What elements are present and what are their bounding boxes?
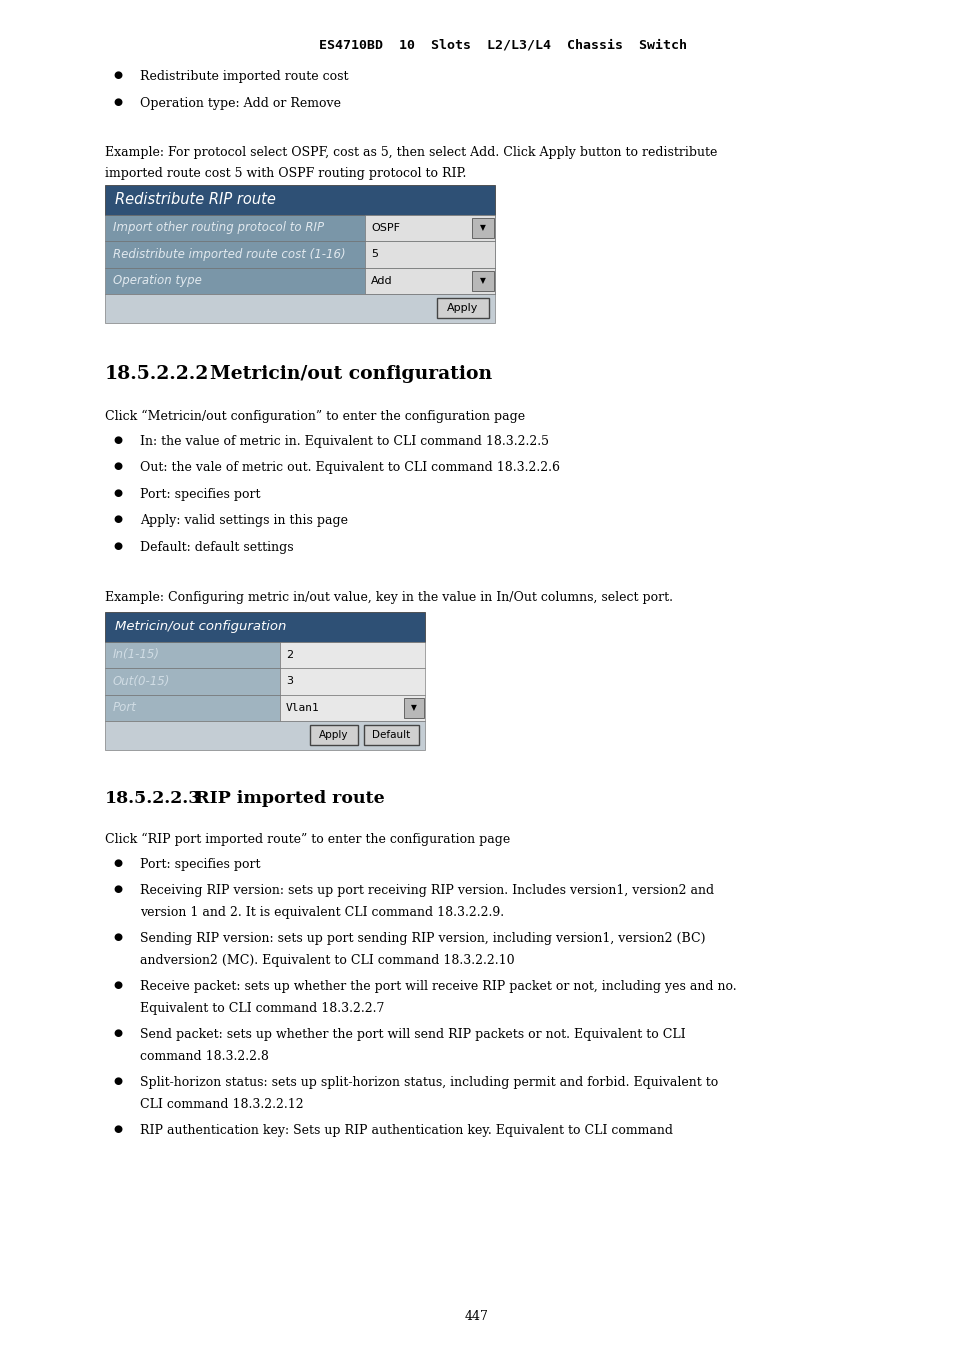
Bar: [472, 270, 494, 290]
Text: Operation type: Operation type: [112, 274, 202, 288]
Text: Example: Configuring metric in/out value, key in the value in In/Out columns, se: Example: Configuring metric in/out value…: [105, 590, 672, 604]
Bar: [310, 725, 357, 746]
Text: Vlan1: Vlan1: [286, 703, 319, 713]
Text: RIP authentication key: Sets up RIP authentication key. Equivalent to CLI comman: RIP authentication key: Sets up RIP auth…: [140, 1124, 672, 1138]
Text: ▼: ▼: [479, 276, 485, 285]
Text: Send packet: sets up whether the port will send RIP packets or not. Equivalent t: Send packet: sets up whether the port wi…: [140, 1028, 685, 1042]
Text: ●: ●: [112, 858, 122, 867]
Text: ●: ●: [112, 97, 122, 107]
Bar: [105, 721, 424, 750]
Text: 18.5.2.2.2: 18.5.2.2.2: [105, 365, 209, 382]
Bar: [365, 267, 495, 295]
Text: Receive packet: sets up whether the port will receive RIP packet or not, includi: Receive packet: sets up whether the port…: [140, 979, 736, 993]
Text: 2: 2: [286, 650, 293, 659]
Text: ●: ●: [112, 70, 122, 80]
Text: Metricin/out configuration: Metricin/out configuration: [210, 365, 492, 382]
Text: Add: Add: [371, 276, 393, 286]
Text: Apply: Apply: [319, 731, 349, 740]
Bar: [280, 667, 424, 694]
Text: ●: ●: [112, 488, 122, 497]
Text: Port: specifies port: Port: specifies port: [140, 858, 260, 870]
Text: RIP imported route: RIP imported route: [194, 789, 384, 807]
Text: ●: ●: [112, 513, 122, 524]
Text: OSPF: OSPF: [371, 223, 399, 232]
Text: Apply: valid settings in this page: Apply: valid settings in this page: [140, 513, 348, 527]
Bar: [105, 185, 495, 215]
Text: ●: ●: [112, 1028, 122, 1038]
Bar: [105, 667, 280, 694]
Text: ▼: ▼: [479, 223, 485, 232]
Bar: [364, 725, 418, 746]
Text: In: the value of metric in. Equivalent to CLI command 18.3.2.2.5: In: the value of metric in. Equivalent t…: [140, 435, 548, 447]
Text: Redistribute RIP route: Redistribute RIP route: [115, 192, 275, 207]
Bar: [105, 642, 280, 667]
Text: imported route cost 5 with OSPF routing protocol to RIP.: imported route cost 5 with OSPF routing …: [105, 168, 466, 180]
Text: Click “RIP port imported route” to enter the configuration page: Click “RIP port imported route” to enter…: [105, 832, 510, 846]
Bar: [105, 267, 495, 295]
Text: 447: 447: [464, 1310, 489, 1323]
Text: Click “Metricin/out configuration” to enter the configuration page: Click “Metricin/out configuration” to en…: [105, 409, 524, 423]
Bar: [280, 642, 424, 667]
Text: ●: ●: [112, 979, 122, 990]
Text: andversion2 (MC). Equivalent to CLI command 18.3.2.2.10: andversion2 (MC). Equivalent to CLI comm…: [140, 954, 514, 966]
Text: Import other routing protocol to RIP: Import other routing protocol to RIP: [112, 222, 324, 234]
Text: ●: ●: [112, 540, 122, 550]
Text: ●: ●: [112, 932, 122, 942]
Text: ES4710BD  10  Slots  L2/L3/L4  Chassis  Switch: ES4710BD 10 Slots L2/L3/L4 Chassis Switc…: [318, 38, 686, 51]
Text: 5: 5: [371, 249, 377, 259]
Text: version 1 and 2. It is equivalent CLI command 18.3.2.2.9.: version 1 and 2. It is equivalent CLI co…: [140, 905, 503, 919]
Text: Default: Default: [372, 731, 410, 740]
Text: Operation type: Add or Remove: Operation type: Add or Remove: [140, 97, 340, 109]
Text: Equivalent to CLI command 18.3.2.2.7: Equivalent to CLI command 18.3.2.2.7: [140, 1001, 384, 1015]
Text: ●: ●: [112, 461, 122, 471]
Bar: [436, 299, 489, 319]
Text: Default: default settings: Default: default settings: [140, 540, 294, 554]
Text: ●: ●: [112, 884, 122, 894]
Text: Example: For protocol select OSPF, cost as 5, then select Add. Click Apply butto: Example: For protocol select OSPF, cost …: [105, 146, 717, 159]
Text: command 18.3.2.2.8: command 18.3.2.2.8: [140, 1050, 269, 1062]
Bar: [403, 697, 423, 717]
Text: ●: ●: [112, 1124, 122, 1133]
Text: Out(0-15): Out(0-15): [112, 674, 171, 688]
Text: Out: the vale of metric out. Equivalent to CLI command 18.3.2.2.6: Out: the vale of metric out. Equivalent …: [140, 461, 559, 474]
Bar: [365, 240, 495, 267]
Text: In(1-15): In(1-15): [112, 648, 160, 661]
Text: Redistribute imported route cost: Redistribute imported route cost: [140, 70, 348, 82]
Bar: [105, 215, 495, 240]
Text: Apply: Apply: [447, 303, 478, 313]
Text: Receiving RIP version: sets up port receiving RIP version. Includes version1, ve: Receiving RIP version: sets up port rece…: [140, 884, 714, 897]
Text: 18.5.2.2.3: 18.5.2.2.3: [105, 789, 201, 807]
Text: CLI command 18.3.2.2.12: CLI command 18.3.2.2.12: [140, 1097, 303, 1111]
Text: Port: specifies port: Port: specifies port: [140, 488, 260, 500]
Bar: [365, 215, 495, 240]
Bar: [280, 694, 424, 721]
Text: Split-horizon status: sets up split-horizon status, including permit and forbid.: Split-horizon status: sets up split-hori…: [140, 1075, 718, 1089]
Text: Redistribute imported route cost (1-16): Redistribute imported route cost (1-16): [112, 247, 345, 261]
Text: ●: ●: [112, 435, 122, 444]
Text: ●: ●: [112, 1075, 122, 1086]
Bar: [105, 694, 280, 721]
Text: 3: 3: [286, 677, 293, 686]
Text: Port: Port: [112, 701, 136, 715]
Bar: [105, 612, 424, 642]
Text: ▼: ▼: [411, 704, 416, 712]
Bar: [105, 240, 495, 267]
Bar: [472, 218, 494, 238]
Bar: [105, 295, 495, 323]
Text: Sending RIP version: sets up port sending RIP version, including version1, versi: Sending RIP version: sets up port sendin…: [140, 932, 705, 944]
Text: Metricin/out configuration: Metricin/out configuration: [115, 620, 286, 634]
